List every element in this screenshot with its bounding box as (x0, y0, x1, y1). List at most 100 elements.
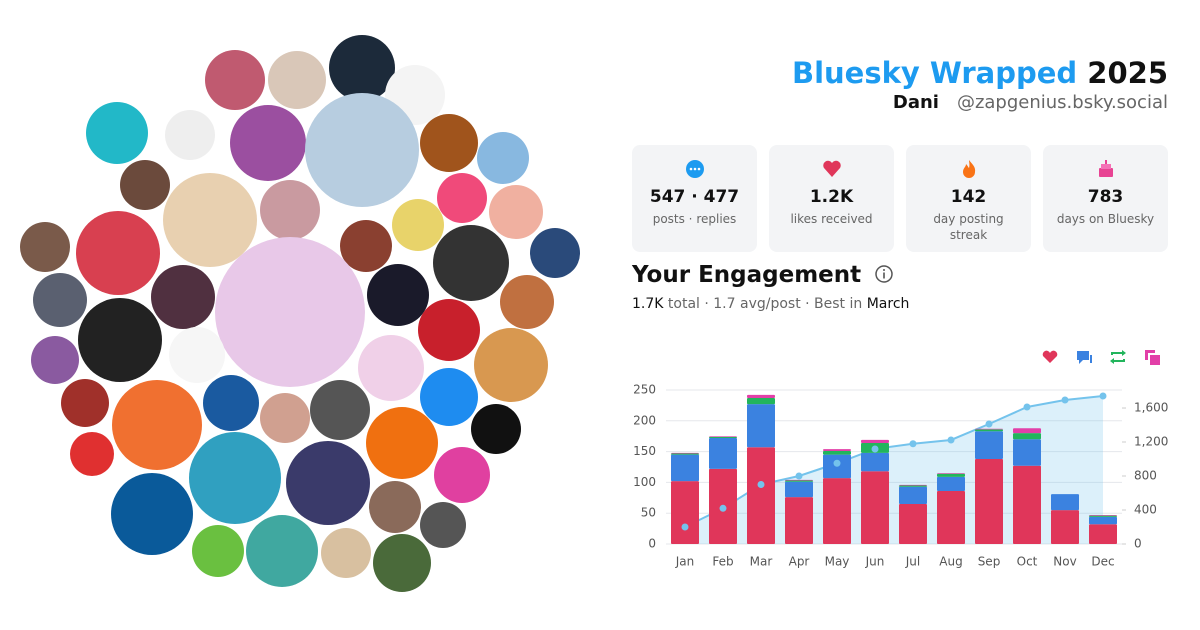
avatar (373, 534, 431, 592)
x-tick-label: Jun (865, 555, 885, 569)
avatar (392, 199, 444, 251)
legend-icon (1110, 350, 1126, 364)
x-tick-label: Nov (1053, 555, 1076, 569)
line-point (833, 459, 841, 467)
bar (937, 473, 965, 474)
bar (975, 431, 1003, 459)
x-tick-label: Sep (978, 555, 1001, 569)
title: Bluesky Wrapped 2025 (792, 56, 1168, 90)
bar (937, 473, 965, 477)
bar (709, 436, 737, 437)
icon (1098, 160, 1113, 177)
avatar (420, 114, 478, 172)
bar (975, 429, 1003, 432)
y-tick-label: 150 (633, 444, 656, 458)
y2-tick-label: 400 (1134, 503, 1157, 517)
avatar (230, 105, 306, 181)
avatar (420, 502, 466, 548)
avatar (203, 375, 259, 431)
bar (709, 438, 737, 469)
y-tick-label: 100 (633, 475, 656, 489)
profile: Dani @zapgenius.bsky.social (792, 92, 1168, 113)
line-point (1061, 396, 1069, 404)
bar (785, 480, 813, 482)
avatar (286, 441, 370, 525)
bar (975, 428, 1003, 430)
y-tick-label: 250 (633, 383, 656, 397)
legend-icon (1145, 350, 1160, 365)
icon (822, 160, 841, 177)
stat-value: 547 · 477 (649, 187, 740, 207)
avatar (489, 185, 543, 239)
line-point (1023, 403, 1031, 411)
bar (823, 449, 851, 451)
brand: Bluesky Wrapped (791, 56, 1078, 90)
bar (899, 486, 927, 504)
avatar (530, 228, 580, 278)
bar (823, 450, 851, 455)
avatar (76, 211, 160, 295)
line-point (681, 523, 689, 531)
bar (1013, 439, 1041, 466)
stat-card: 142 day posting streak (906, 145, 1031, 252)
bar (785, 479, 813, 481)
avatar (260, 393, 310, 443)
bar (671, 452, 699, 454)
info-icon[interactable] (874, 264, 894, 284)
avatar (215, 237, 365, 387)
avatar (165, 110, 215, 160)
y-tick-label: 200 (633, 413, 656, 427)
icon (962, 160, 975, 178)
bar (1013, 428, 1041, 434)
bar (937, 491, 965, 544)
avatar (260, 180, 320, 240)
bar (747, 398, 775, 405)
stat-value: 142 (950, 187, 987, 207)
engagement: Your Engagement 1.7K total · 1.7 avg/pos… (632, 262, 909, 312)
avatar (340, 220, 392, 272)
stat-value: 783 (1087, 187, 1124, 207)
bar (747, 394, 775, 399)
avatar (437, 173, 487, 223)
bar (975, 458, 1003, 544)
stat-card: 547 · 477 posts · replies (632, 145, 757, 252)
bar (1089, 524, 1117, 544)
avatar (418, 299, 480, 361)
avatar (111, 473, 193, 555)
x-tick-label: Dec (1091, 555, 1114, 569)
line-point (1099, 392, 1107, 400)
bar (1089, 515, 1117, 516)
bar (709, 436, 737, 439)
bar (1013, 465, 1041, 544)
y-tick-label: 0 (648, 537, 656, 551)
avatar (31, 336, 79, 384)
bar (671, 454, 699, 482)
avatar (205, 50, 265, 110)
avatar (367, 264, 429, 326)
y2-tick-label: 1,600 (1134, 401, 1168, 415)
x-tick-label: May (825, 555, 850, 569)
bar (823, 478, 851, 544)
avatar (420, 368, 478, 426)
avatar (500, 275, 554, 329)
stat-label: likes received (790, 212, 873, 226)
bar (861, 439, 889, 443)
bar (899, 503, 927, 544)
avatar (169, 327, 225, 383)
avatar (268, 51, 326, 109)
display-name: Dani (892, 92, 939, 113)
bar (747, 447, 775, 544)
legend-icon (1077, 351, 1092, 364)
avatar (86, 102, 148, 164)
avatar (192, 525, 244, 577)
bar (823, 454, 851, 479)
stat-label: days on Bluesky (1056, 212, 1155, 226)
bar (1089, 516, 1117, 525)
bar (747, 404, 775, 448)
line (684, 395, 1104, 528)
legend-icon (1042, 350, 1058, 363)
bar (899, 484, 927, 486)
bar (1051, 494, 1079, 511)
avatar (78, 298, 162, 382)
